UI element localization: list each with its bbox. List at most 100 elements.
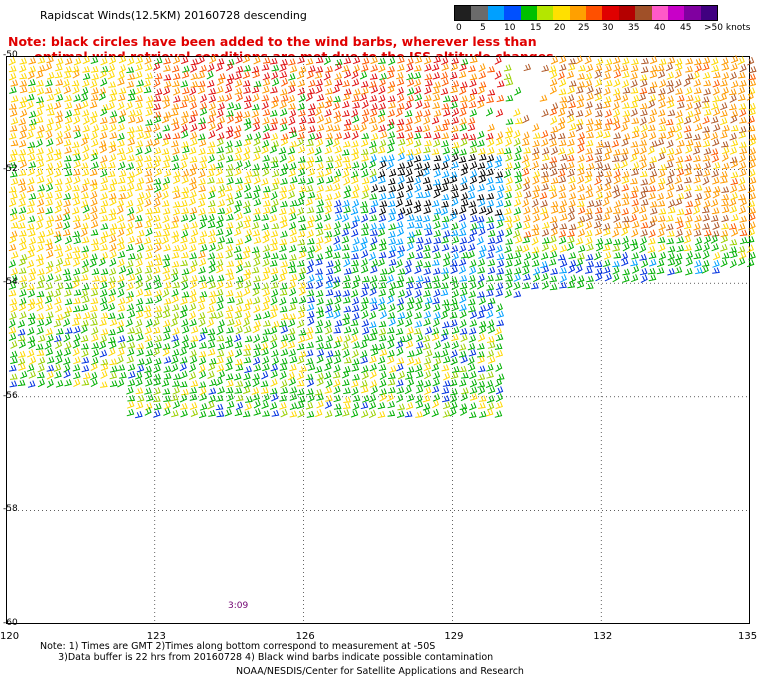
wind-barb: [45, 265, 53, 275]
wind-barb: [359, 70, 368, 80]
wind-barb: [73, 57, 82, 66]
wind-barb: [199, 403, 208, 411]
wind-barb: [243, 261, 252, 268]
wind-barb: [379, 275, 387, 282]
wind-barb: [198, 364, 206, 374]
wind-barb: [369, 94, 378, 102]
wind-barb: [413, 154, 422, 163]
wind-barb: [541, 228, 550, 237]
wind-barb: [604, 182, 612, 192]
wind-barb: [135, 86, 143, 95]
wind-barb: [649, 169, 658, 178]
wind-barb: [468, 65, 476, 73]
wind-barb: [558, 88, 567, 96]
wind-barb: [154, 281, 162, 290]
wind-barb: [36, 214, 44, 223]
wind-barb: [378, 85, 386, 95]
wind-barb: [333, 290, 342, 298]
wind-barb: [27, 153, 36, 162]
wind-barb: [271, 349, 279, 358]
wind-barb: [350, 170, 359, 178]
wind-barb: [188, 197, 196, 206]
wind-barb: [270, 281, 279, 289]
wind-barb: [19, 275, 27, 283]
wind-barb: [243, 344, 252, 351]
wind-barb: [287, 341, 296, 349]
wind-barb: [260, 380, 269, 388]
wind-barb: [494, 326, 502, 336]
legend-label: 20: [554, 23, 566, 33]
wind-barb: [145, 176, 154, 184]
wind-barb: [413, 357, 422, 366]
wind-barb: [431, 199, 440, 208]
wind-barb: [117, 93, 126, 102]
wind-barb: [693, 95, 701, 103]
wind-barb: [63, 369, 71, 379]
wind-barb: [524, 190, 532, 199]
wind-barb: [289, 130, 298, 139]
wind-barb: [163, 57, 171, 65]
wind-barb: [253, 364, 262, 372]
wind-barb: [504, 215, 513, 223]
wind-barb: [613, 200, 622, 209]
wind-barb: [577, 167, 585, 176]
wind-barb: [369, 355, 377, 364]
wind-barb: [467, 274, 476, 283]
wind-barb: [10, 170, 18, 178]
wind-barb: [449, 276, 458, 283]
wind-barb: [28, 356, 37, 365]
wind-barb: [55, 313, 64, 321]
wind-barb: [127, 94, 136, 102]
wind-barb: [262, 244, 271, 253]
wind-barb: [584, 72, 593, 81]
wind-barb: [153, 147, 162, 155]
wind-barb: [253, 198, 262, 207]
wind-barb: [450, 208, 459, 216]
wind-barb: [62, 213, 71, 222]
wind-barb: [90, 66, 99, 73]
wind-barb: [441, 236, 449, 244]
wind-barb: [666, 147, 675, 156]
wind-barb: [280, 94, 289, 102]
wind-barb: [559, 274, 567, 283]
wind-barb: [171, 260, 180, 268]
wind-barb: [450, 265, 458, 274]
wind-barb: [135, 252, 143, 261]
wind-barb: [243, 272, 251, 282]
wind-barb: [630, 141, 639, 148]
wind-barb: [172, 311, 180, 321]
wind-barb: [162, 229, 171, 237]
wind-barb: [586, 282, 594, 290]
wind-barb: [325, 245, 333, 254]
wind-barb: [333, 378, 341, 388]
wind-barb: [622, 268, 630, 276]
wind-barb: [172, 327, 180, 336]
wind-barb: [279, 305, 288, 313]
wind-barb: [35, 138, 43, 148]
wind-barb: [80, 335, 89, 343]
wind-barb: [189, 302, 197, 312]
wind-barb: [100, 312, 109, 319]
wind-barb: [388, 386, 396, 394]
wind-barb: [558, 175, 567, 184]
wind-barb: [37, 101, 45, 110]
wind-barb: [227, 318, 235, 326]
wind-barb: [325, 65, 333, 73]
wind-barb: [325, 357, 333, 366]
wind-barb: [496, 253, 505, 261]
wind-barb: [100, 289, 108, 298]
wind-barb: [216, 58, 225, 65]
wind-barb: [215, 377, 223, 387]
wind-barb: [505, 274, 514, 282]
wind-barb: [305, 332, 314, 341]
wind-barb: [288, 280, 296, 289]
wind-barb: [225, 312, 233, 319]
wind-barb: [433, 288, 441, 298]
wind-barb: [720, 102, 728, 111]
wind-barb: [233, 372, 242, 381]
wind-barb: [361, 169, 369, 178]
wind-barb: [280, 77, 289, 87]
wind-barb: [332, 371, 341, 379]
wind-barb: [567, 131, 576, 139]
wind-barb: [548, 65, 557, 73]
